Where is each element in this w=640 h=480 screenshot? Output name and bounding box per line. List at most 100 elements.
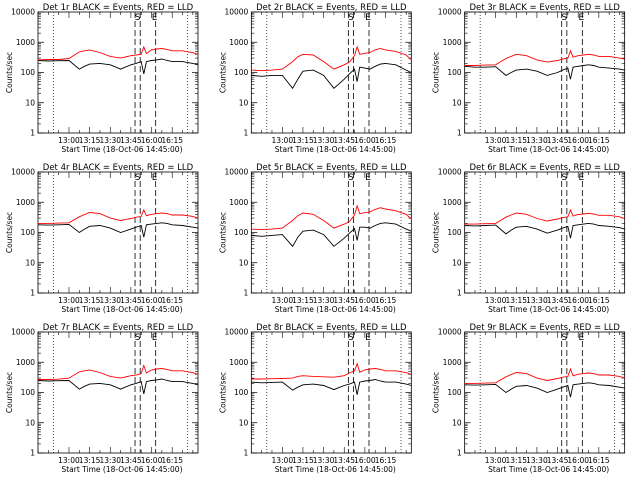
- y-tick-label: 1: [30, 449, 35, 458]
- x-tick-label: 16:15: [375, 456, 397, 465]
- events-line: [251, 62, 412, 90]
- plot-frame: [37, 331, 199, 454]
- y-tick-label: 10: [25, 418, 35, 427]
- y-tick-label: 1000: [16, 38, 35, 47]
- chart-panel: Det 1r BLACK = Events, RED = LLD 1 10 100 10…: [5, 3, 199, 154]
- y-tick-label: 1000: [443, 198, 462, 207]
- chart-panel: Det 5r BLACK = Events, RED = LLD 1 10 100 10…: [218, 163, 412, 314]
- events-line: [464, 382, 625, 398]
- y-tick-label: 1: [457, 129, 462, 138]
- y-tick-label: 10000: [11, 8, 35, 17]
- y-tick-label: 10: [239, 98, 249, 107]
- y-tick-label: 100: [234, 228, 249, 237]
- y-axis-label: Counts/sec: [218, 212, 227, 253]
- x-axis-label: Start Time (18-Oct-06 14:45:00): [275, 465, 396, 474]
- interval-marker-label: E: [578, 173, 584, 183]
- y-tick-label: 1000: [229, 358, 248, 367]
- interval-marker-label: E: [365, 13, 371, 23]
- x-tick-label: 13:45: [333, 296, 355, 305]
- events-line: [37, 222, 199, 238]
- y-tick-label: 10: [452, 258, 462, 267]
- x-tick-label: 16:15: [161, 136, 183, 145]
- y-tick-label: 1000: [229, 38, 248, 47]
- x-tick-label: 16:00: [567, 456, 589, 465]
- y-tick-label: 1: [30, 289, 35, 298]
- x-tick-label: 13:45: [120, 456, 142, 465]
- x-tick-label: 16:15: [375, 136, 397, 145]
- x-tick-label: 16:00: [141, 296, 163, 305]
- x-tick-label: 13:45: [120, 136, 142, 145]
- interval-marker-label: E: [365, 333, 371, 343]
- interval-marker-label: S: [348, 173, 354, 183]
- y-tick-label: 1: [244, 449, 249, 458]
- y-tick-label: 100: [447, 388, 462, 397]
- x-tick-label: 13:30: [313, 296, 335, 305]
- x-tick-label: 13:45: [547, 296, 569, 305]
- lld-line: [38, 364, 199, 380]
- lld-line: [37, 45, 199, 61]
- y-tick-label: 100: [21, 388, 36, 397]
- x-axis-label: Start Time (18-Oct-06 14:45:00): [488, 145, 609, 154]
- lld-line: [251, 45, 412, 72]
- x-tick-label: 13:00: [271, 136, 293, 145]
- plot-frame: [250, 331, 412, 454]
- x-tick-label: 16:00: [567, 296, 589, 305]
- chart-title: Det 9r BLACK = Events, RED = LLD: [469, 323, 620, 333]
- x-tick-label: 16:00: [141, 456, 163, 465]
- y-tick-label: 10: [452, 98, 462, 107]
- y-tick-label: 1: [30, 129, 35, 138]
- chart-panel: Det 2r BLACK = Events, RED = LLD 1 10 100 10…: [218, 3, 412, 154]
- x-tick-label: 13:00: [58, 456, 80, 465]
- y-tick-label: 10: [25, 98, 35, 107]
- y-tick-label: 1000: [16, 358, 35, 367]
- plot-frame: [250, 11, 412, 134]
- x-tick-label: 16:00: [354, 296, 376, 305]
- x-axis-label: Start Time (18-Oct-06 14:45:00): [61, 465, 182, 474]
- y-axis-label: Counts/sec: [218, 372, 227, 413]
- y-tick-label: 1: [244, 129, 249, 138]
- x-axis-label: Start Time (18-Oct-06 14:45:00): [61, 145, 182, 154]
- chart-panel: Det 8r BLACK = Events, RED = LLD 1 10 100 10…: [218, 323, 412, 474]
- interval-marker-label: E: [578, 13, 584, 23]
- interval-marker-label: S: [348, 333, 354, 343]
- interval-marker-label: S: [561, 13, 567, 23]
- interval-marker-label: E: [152, 13, 158, 23]
- x-axis-label: Start Time (18-Oct-06 14:45:00): [275, 305, 396, 314]
- y-tick-label: 1: [457, 289, 462, 298]
- lld-line: [251, 362, 412, 380]
- lld-line: [464, 49, 625, 66]
- events-line: [464, 64, 625, 80]
- events-line: [251, 379, 412, 395]
- x-tick-label: 13:15: [79, 136, 101, 145]
- x-tick-label: 13:30: [526, 136, 548, 145]
- x-tick-label: 16:00: [354, 136, 376, 145]
- chart-title: Det 1r BLACK = Events, RED = LLD: [43, 3, 194, 13]
- y-tick-label: 100: [447, 228, 462, 237]
- y-tick-label: 10000: [438, 328, 462, 337]
- chart-title: Det 5r BLACK = Events, RED = LLD: [256, 163, 407, 173]
- plot-frame: [464, 11, 626, 134]
- x-axis-label: Start Time (18-Oct-06 14:45:00): [488, 305, 609, 314]
- x-tick-label: 16:15: [588, 456, 610, 465]
- y-tick-label: 1: [457, 449, 462, 458]
- y-axis-label: Counts/sec: [5, 212, 14, 253]
- y-axis-label: Counts/sec: [5, 52, 14, 93]
- interval-marker-label: E: [365, 173, 371, 183]
- x-tick-label: 13:30: [526, 456, 548, 465]
- y-tick-label: 10000: [438, 168, 462, 177]
- interval-marker-label: S: [561, 173, 567, 183]
- x-tick-label: 13:45: [120, 296, 142, 305]
- y-tick-label: 10000: [224, 8, 248, 17]
- y-tick-label: 10000: [438, 8, 462, 17]
- lld-line: [251, 204, 412, 231]
- x-tick-label: 13:15: [292, 296, 314, 305]
- events-line: [37, 378, 199, 394]
- y-tick-label: 10000: [224, 168, 248, 177]
- x-tick-label: 13:45: [333, 136, 355, 145]
- plot-frame: [37, 11, 199, 134]
- x-axis-label: Start Time (18-Oct-06 14:45:00): [61, 305, 182, 314]
- y-tick-label: 1: [244, 289, 249, 298]
- events-line: [464, 222, 625, 239]
- x-tick-label: 13:15: [79, 456, 101, 465]
- y-axis-label: Counts/sec: [432, 212, 441, 253]
